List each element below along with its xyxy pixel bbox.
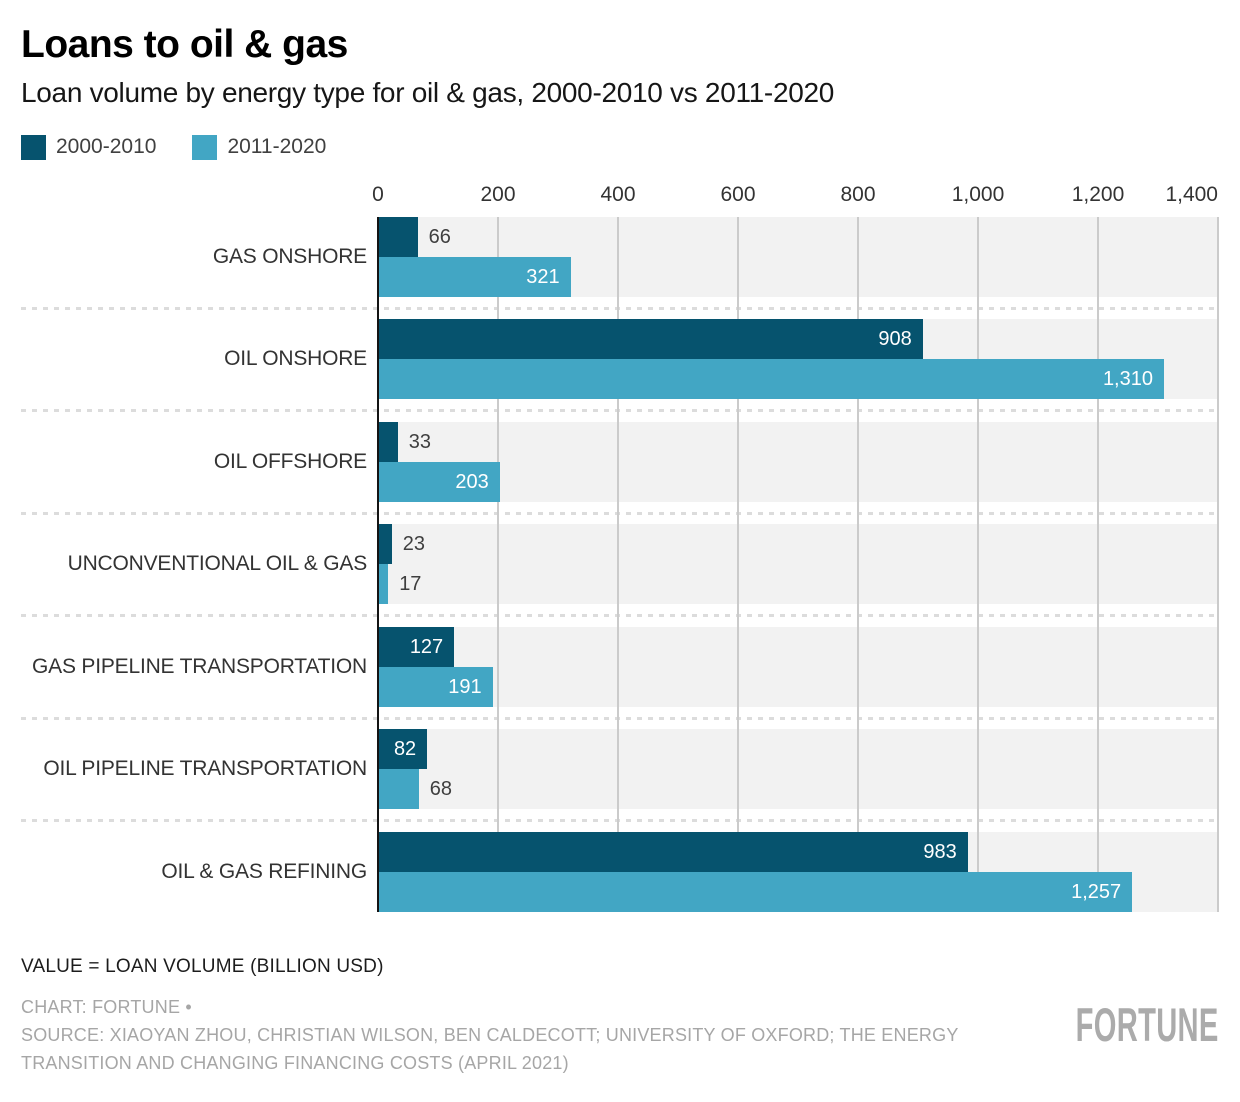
bar-track: 82 68 <box>378 729 1218 810</box>
chart-row: GAS ONSHORE 66 321 <box>0 216 1240 297</box>
bar-track: 908 1,310 <box>378 319 1218 400</box>
bar-value-label: 68 <box>429 778 453 801</box>
bar-value-label: 203 <box>455 470 489 493</box>
x-tick: 800 <box>840 182 876 206</box>
bar-value-label: 127 <box>409 635 444 658</box>
bar-2011-2020 <box>378 256 571 297</box>
chart-row: OIL PIPELINE TRANSPORTATION 82 68 <box>0 729 1240 810</box>
bar-2000-2010 <box>378 626 455 667</box>
chart-row: GAS PIPELINE TRANSPORTATION 127 191 <box>0 626 1240 707</box>
dotted-divider <box>21 306 1218 310</box>
chart-row: OIL ONSHORE 908 1,310 <box>0 319 1240 400</box>
category-label: UNCONVENTIONAL OIL & GAS <box>67 552 368 576</box>
bar-value-label: 17 <box>399 573 422 596</box>
gridline <box>857 216 859 912</box>
category-label: GAS PIPELINE TRANSPORTATION <box>32 654 367 678</box>
legend-label: 2011-2020 <box>227 135 327 159</box>
gridline <box>497 216 499 912</box>
bar-value-label: 23 <box>402 533 426 556</box>
bar-value-label: 1,257 <box>1071 880 1122 903</box>
bar-value-label: 191 <box>448 675 482 698</box>
bar-track: 23 17 <box>378 524 1218 605</box>
zero-axis-line <box>377 216 379 912</box>
bar-value-label: 82 <box>393 738 417 761</box>
bar-2000-2010 <box>378 729 428 770</box>
source-credit: SOURCE: XIAOYAN ZHOU, CHRISTIAN WILSON, … <box>21 1024 959 1073</box>
dotted-divider <box>21 511 1218 515</box>
bar-value-label: 1,310 <box>1102 368 1153 391</box>
x-tick: 1,400 <box>1165 182 1218 206</box>
gridline <box>1097 216 1099 912</box>
bar-2000-2010 <box>378 421 398 462</box>
chart-rows: GAS ONSHORE 66 321 OIL ONSHORE 908 1,310 OIL O… <box>0 216 1240 912</box>
gridline <box>977 216 979 912</box>
category-label: OIL PIPELINE TRANSPORTATION <box>43 757 367 781</box>
bar-track: 66 321 <box>378 216 1218 297</box>
legend-item-2011-2020: 2011-2020 <box>192 134 327 160</box>
legend-swatch-light <box>192 134 218 160</box>
legend-item-2000-2010: 2000-2010 <box>21 134 157 160</box>
dotted-divider <box>21 716 1218 720</box>
x-tick: 0 <box>372 182 384 206</box>
page-title: Loans to oil & gas <box>21 23 348 66</box>
bar-value-label: 321 <box>526 265 560 288</box>
row-separator <box>0 399 1240 422</box>
row-separator <box>0 604 1240 627</box>
row-separator <box>0 809 1240 832</box>
x-tick: 200 <box>480 182 516 206</box>
gridlines <box>378 216 1219 912</box>
bar-2011-2020 <box>378 871 1133 912</box>
chart-row: OIL & GAS REFINING 983 1,257 <box>0 831 1240 912</box>
bar-value-label: 33 <box>408 430 432 453</box>
credits: CHART: FORTUNE • SOURCE: XIAOYAN ZHOU, C… <box>21 993 1219 1077</box>
bar-2000-2010 <box>378 216 418 257</box>
bar-value-label: 908 <box>878 328 912 351</box>
bar-2000-2010 <box>378 831 968 872</box>
row-separator <box>0 297 1240 320</box>
category-label: OIL ONSHORE <box>224 347 367 371</box>
category-label: GAS ONSHORE <box>212 244 367 268</box>
x-axis: 0 200 400 600 800 1,000 1,200 1,400 <box>372 182 1218 206</box>
row-separator <box>0 707 1240 730</box>
category-label: OIL OFFSHORE <box>213 449 367 473</box>
legend: 2000-2010 2011-2020 <box>21 134 1219 160</box>
bar-track: 127 191 <box>378 626 1218 707</box>
category-label: OIL & GAS REFINING <box>161 859 367 883</box>
value-note: VALUE = LOAN VOLUME (BILLION USD) <box>21 955 384 977</box>
chart-row: UNCONVENTIONAL OIL & GAS 23 17 <box>0 524 1240 605</box>
bar-track: 983 1,257 <box>378 831 1218 912</box>
x-tick: 1,200 <box>1071 182 1125 206</box>
bar-2011-2020 <box>378 461 500 502</box>
bar-track: 33 203 <box>378 421 1218 502</box>
bar-value-label: 983 <box>923 840 957 863</box>
bar-2011-2020 <box>378 769 419 810</box>
bar-2000-2010 <box>378 524 392 565</box>
dotted-divider <box>21 819 1218 823</box>
bar-2011-2020 <box>378 666 493 707</box>
bar-value-label: 66 <box>428 225 451 248</box>
x-tick: 1,000 <box>951 182 1005 206</box>
gridline <box>617 216 619 912</box>
legend-swatch-dark <box>21 134 46 160</box>
bar-2011-2020 <box>378 564 389 605</box>
gridline <box>1217 216 1219 912</box>
dotted-divider <box>21 409 1218 413</box>
row-separator <box>0 502 1240 525</box>
fortune-logo: FORTUNE <box>1075 997 1219 1051</box>
gridline <box>737 216 739 912</box>
x-tick: 600 <box>720 182 756 206</box>
page-subtitle: Loan volume by energy type for oil & gas… <box>21 76 835 108</box>
x-tick: 400 <box>600 182 636 206</box>
chart-row: OIL OFFSHORE 33 203 <box>0 421 1240 502</box>
chart-credit: CHART: FORTUNE • <box>21 996 192 1017</box>
dotted-divider <box>21 614 1218 618</box>
legend-label: 2000-2010 <box>56 135 157 159</box>
bar-2011-2020 <box>378 359 1164 400</box>
bar-2000-2010 <box>378 319 923 360</box>
